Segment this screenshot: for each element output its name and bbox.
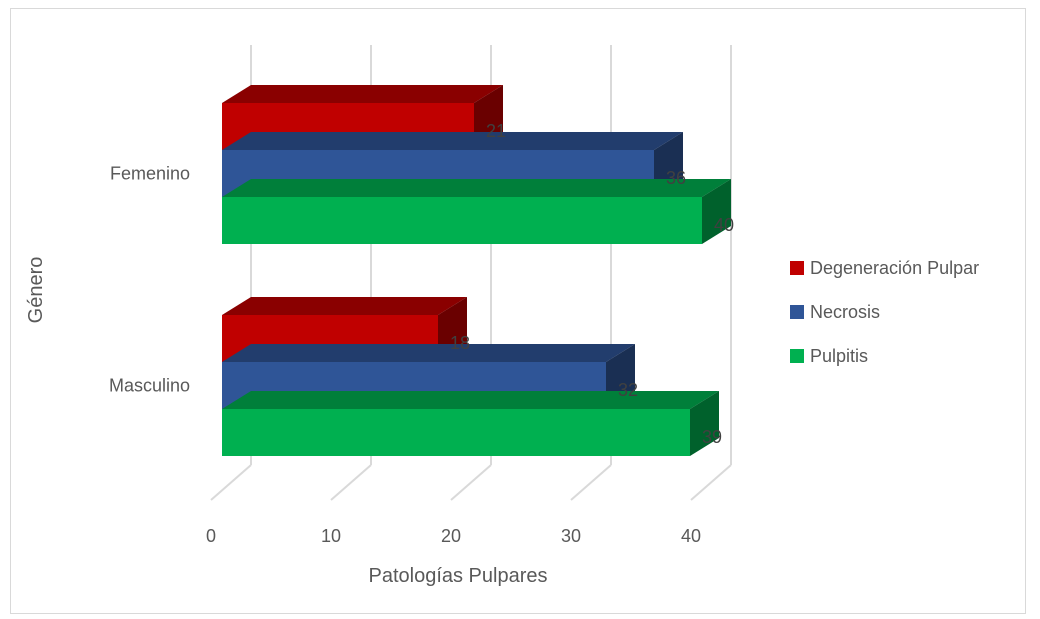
legend-swatch [790,261,804,275]
floor-gridline [211,465,251,500]
floor-gridline [691,465,731,500]
x-tick-label: 30 [561,526,581,546]
category-label: Femenino [110,164,190,184]
floor-gridline [571,465,611,500]
data-label: 32 [618,380,638,400]
bar-front-face [222,409,690,456]
bar-top-face [222,85,503,103]
legend-label: Pulpitis [810,346,868,366]
bar [222,179,731,244]
legend-swatch [790,349,804,363]
legend-label: Necrosis [810,302,880,322]
data-label: 39 [702,427,722,447]
legend-label: Degeneración Pulpar [810,258,979,278]
x-axis-title: Patologías Pulpares [368,565,547,587]
bar-front-face [222,197,702,244]
bars [222,85,731,456]
bar-top-face [222,391,719,409]
data-label: 21 [486,121,506,141]
floor-gridline [331,465,371,500]
data-label: 18 [450,333,470,353]
x-tick-label: 20 [441,526,461,546]
data-label: 36 [666,168,686,188]
y-axis-title: Género [25,257,47,324]
x-tick-label: 10 [321,526,341,546]
bar-top-face [222,132,683,150]
bar [222,391,719,456]
data-label: 40 [714,215,734,235]
bar-top-face [222,344,635,362]
legend-swatch [790,305,804,319]
x-tick-label: 0 [206,526,216,546]
floor-gridline [451,465,491,500]
x-tick-label: 40 [681,526,701,546]
category-label: Masculino [109,376,190,396]
bar-top-face [222,179,731,197]
bar-top-face [222,297,467,315]
legend: Degeneración Pulpar Necrosis Pulpitis [790,258,979,366]
